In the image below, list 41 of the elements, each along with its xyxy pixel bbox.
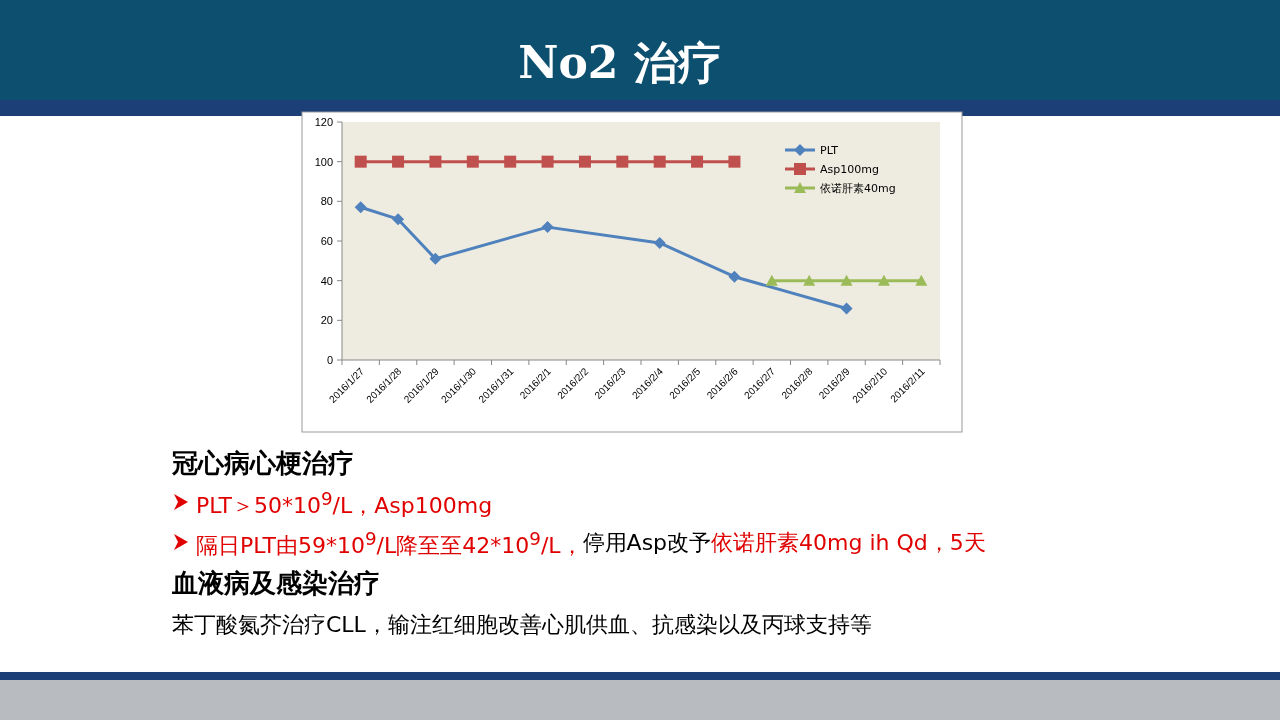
y-tick-label: 80 xyxy=(320,195,333,208)
chart-title: No2 治疗 xyxy=(518,37,722,88)
text: 隔日PLT由59*10$^{9}$/L降至至42*10$^{9}$/L， xyxy=(196,528,583,561)
point xyxy=(541,221,554,234)
point xyxy=(653,236,666,249)
point xyxy=(691,155,704,168)
y-tick-label: 0 xyxy=(326,354,333,366)
point xyxy=(466,155,479,168)
y-tick-label: 60 xyxy=(320,235,333,247)
point xyxy=(429,252,442,265)
legend-label: 依诺肝素40mg xyxy=(820,182,896,195)
point xyxy=(915,274,928,286)
point xyxy=(877,274,890,286)
point xyxy=(429,155,442,168)
point xyxy=(541,155,554,168)
point xyxy=(803,274,816,286)
y-tick-label: 20 xyxy=(320,314,333,327)
point xyxy=(840,274,853,286)
point xyxy=(354,155,367,168)
legend-label: Asp100mg xyxy=(820,163,879,176)
y-tick-label: 100 xyxy=(314,155,333,168)
y-tick-label: 120 xyxy=(314,116,333,128)
y-tick-label: 40 xyxy=(320,274,333,287)
point xyxy=(354,201,367,214)
point xyxy=(765,274,778,286)
text: 冠心病心梗治疗 xyxy=(172,447,354,480)
text: PLT＞50*10$^{9}$/L，Asp100mg xyxy=(196,488,493,521)
point xyxy=(392,213,405,226)
text: 依诺肝素40mg ih Qd，5天 xyxy=(711,529,986,557)
point xyxy=(392,155,405,168)
point xyxy=(728,270,741,283)
text: 血液病及感染治疗 xyxy=(172,567,380,600)
point xyxy=(840,302,853,315)
point xyxy=(616,155,629,168)
legend-label: PLT xyxy=(820,144,839,157)
point xyxy=(504,155,517,168)
point xyxy=(578,155,591,168)
point xyxy=(653,155,666,168)
point xyxy=(728,155,741,168)
text: 停用Asp改予 xyxy=(582,529,712,557)
text: 苯丁酸氮芥治疗CLL，输注红细胞改善心肌供血、抗感染以及丙球支持等 xyxy=(172,611,873,639)
